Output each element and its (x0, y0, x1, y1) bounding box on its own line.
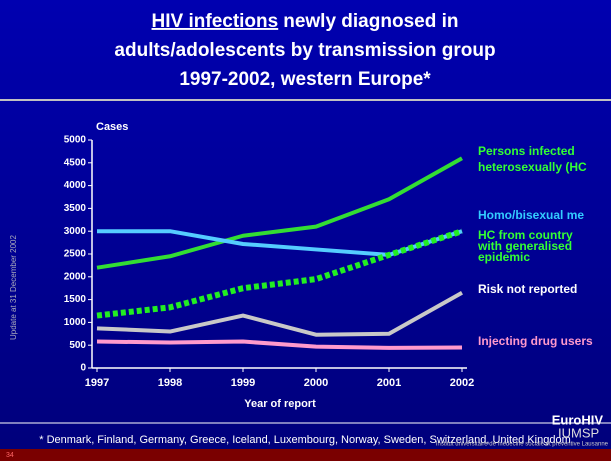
x-axis-label: Year of report (244, 398, 316, 410)
title-part: HIV infections (152, 11, 279, 32)
x-tick-label: 1998 (158, 377, 182, 389)
x-tick-label: 2001 (377, 377, 401, 389)
logo: IUMSP (558, 425, 599, 440)
chart-title: 1997-2002, western Europe* (179, 69, 431, 90)
y-tick-label: 500 (69, 340, 86, 351)
legend-line: HC from country (478, 228, 573, 242)
y-axis-label: Cases (96, 121, 128, 133)
series-line (96, 228, 463, 319)
y-tick-label: 3500 (64, 203, 87, 214)
chart-title: adults/adolescents by transmission group (114, 40, 495, 61)
y-tick-label: 2500 (64, 249, 87, 260)
legend-line: Persons infected (478, 144, 575, 158)
y-tick-label: 1000 (64, 317, 87, 328)
legend-line: Homo/bisexual me (478, 208, 584, 222)
title-part: newly diagnosed in (283, 11, 458, 32)
y-tick-label: 4000 (64, 180, 87, 191)
logo-subtitle: Institut universitaire de médecine socia… (436, 442, 609, 448)
x-tick-label: 1997 (85, 377, 109, 389)
legend-label: Risk not reported (478, 282, 577, 296)
footnote: * Denmark, Finland, Germany, Greece, Ice… (39, 434, 571, 446)
series-line (96, 156, 463, 270)
legend-label: Injecting drug users (478, 334, 593, 348)
series-line (96, 339, 463, 350)
legend-label: Persons infected heterosexually (HC (478, 144, 587, 174)
side-note: Update at 31 December 2002 (9, 234, 18, 340)
legend-label: Homo/bisexual me (478, 208, 584, 222)
chart-title: HIV infections newly diagnosed in (152, 11, 459, 32)
legend-line: with generalised (477, 239, 572, 253)
legend-line: epidemic (478, 250, 530, 264)
x-tick-label: 1999 (231, 377, 255, 389)
slide-number: 34 (6, 452, 14, 459)
y-tick-label: 3000 (64, 226, 87, 237)
legend-line: Risk not reported (478, 282, 577, 296)
legend-line: heterosexually (HC (478, 160, 587, 174)
legend-line: Injecting drug users (478, 334, 593, 348)
y-tick-label: 4500 (64, 157, 87, 168)
footer-bar (0, 449, 611, 461)
y-tick-label: 0 (80, 363, 86, 374)
y-tick-label: 1500 (64, 294, 87, 305)
x-tick-label: 2002 (450, 377, 474, 389)
y-tick-label: 5000 (64, 135, 87, 146)
legend-label: HC from country with generalised epidemic (477, 228, 573, 264)
y-tick-label: 2000 (64, 271, 87, 282)
series-line (96, 291, 463, 337)
logo: EuroHIV (552, 412, 604, 427)
x-tick-label: 2000 (304, 377, 328, 389)
